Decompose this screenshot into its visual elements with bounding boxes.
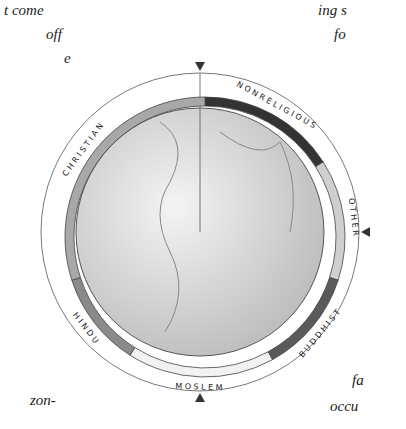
html-text:fa: fa xyxy=(352,372,364,388)
svg-text:HINDU: HINDU xyxy=(71,311,102,347)
html-text:off: off xyxy=(46,26,62,42)
html-text:e: e xyxy=(64,50,71,66)
svg-text:OTHER: OTHER xyxy=(347,198,361,239)
html-text:zon-: zon- xyxy=(30,392,56,408)
html-text:occu: occu xyxy=(330,398,359,414)
html-text:fo: fo xyxy=(334,26,346,42)
svg-text:BUDDHIST: BUDDHIST xyxy=(297,306,343,360)
svg-text:MOSLEM: MOSLEM xyxy=(175,382,225,393)
html-text:t come: t come xyxy=(4,2,44,18)
svg-text:NONRELIGIOUS: NONRELIGIOUS xyxy=(235,80,320,132)
svg-text:CHRISTIAN: CHRISTIAN xyxy=(61,120,107,179)
html-text:ing s: ing s xyxy=(318,2,347,18)
